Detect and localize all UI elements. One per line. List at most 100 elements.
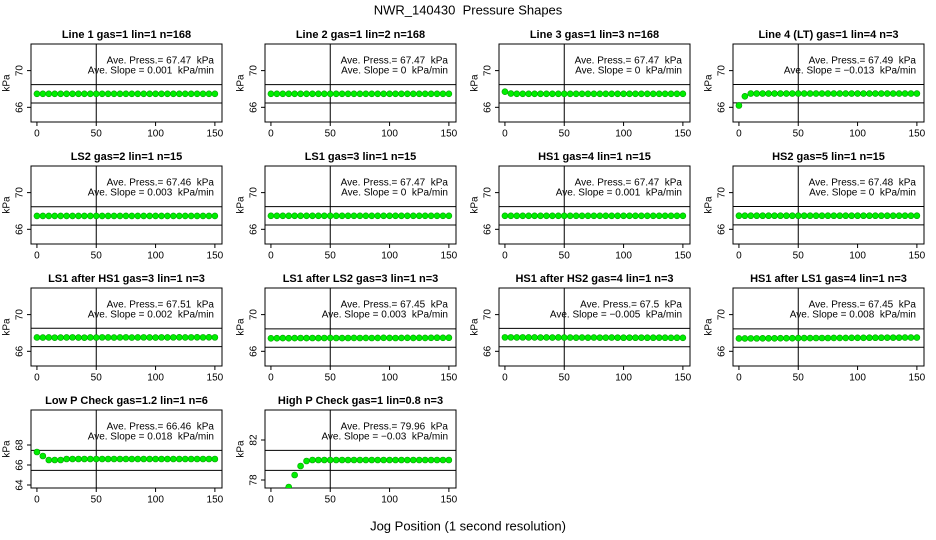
x-tick-label: 50 [793,129,805,140]
point [777,334,784,342]
point [735,102,743,109]
point [614,212,621,220]
point [590,90,598,98]
x-tick-label: 100 [615,129,632,140]
point [812,90,820,97]
point [193,455,201,463]
y-tick-label: 66 [15,345,26,357]
x-tick-label: 0 [736,251,742,262]
point [649,212,657,220]
panel: Line 3 gas=1 lin=3 n=168 0 50 100 150 66 70kPa… [470,29,692,140]
point [501,334,509,341]
point [152,212,159,220]
point [777,212,784,220]
point [661,334,669,342]
point [643,334,651,342]
point [907,212,915,220]
points [735,212,921,220]
point [39,212,47,220]
point [602,90,610,98]
point [812,334,820,342]
point [128,212,136,220]
point [356,212,364,220]
point [140,334,148,341]
point [765,212,772,220]
panel: HS1 after HS2 gas=4 lin=1 n=3 0 50 100 150 66… [470,273,692,384]
point [643,212,651,220]
point [889,90,897,97]
point [69,90,76,98]
point [134,212,142,220]
point [45,212,53,220]
point [81,455,88,463]
x-tick-label: 100 [381,251,398,262]
point [104,334,112,341]
point [860,90,867,97]
point [572,212,580,220]
point [398,212,405,220]
point [409,456,417,464]
point [332,212,340,220]
point [181,90,189,98]
y-tick-label: 66 [717,101,728,113]
point [205,212,213,220]
points [735,90,921,109]
point [164,455,171,463]
point [638,90,645,98]
points [285,456,453,488]
point [350,456,358,464]
point [860,212,867,220]
x-tick-label: 100 [381,129,398,140]
point [560,334,568,341]
x-tick-label: 100 [147,495,164,506]
x-axis-label: Jog Position (1 second resolution) [370,518,566,533]
point [193,90,201,98]
point [267,212,275,220]
point [170,212,177,220]
point [620,212,627,220]
x-tick-label: 150 [675,129,692,140]
point [45,456,53,464]
x-tick-label: 150 [441,495,458,506]
panel: LS1 after LS2 gas=3 lin=1 n=3 0 50 100 150 66… [236,273,458,384]
point [279,212,287,220]
points [33,212,219,220]
point [398,90,405,98]
y-axis-label: kPa [236,196,247,214]
annotation: Ave. Slope = −0.013 kPa/min [784,66,916,77]
point [824,334,832,342]
point [661,90,669,98]
point [679,212,687,220]
point [866,90,873,97]
point [92,334,100,341]
point [860,334,867,342]
point [513,212,521,220]
point [439,90,447,98]
point [872,212,879,220]
annotation: Ave. Slope = 0 kPa/min [809,188,916,199]
panel-title: HS2 gas=5 lin=1 n=15 [772,151,885,163]
panel: Line 1 gas=1 lin=1 n=168 0 50 100 150 66 70kPa… [2,29,224,140]
annotation: Ave. Slope = 0.001 kPa/min [88,66,214,77]
point [140,455,148,463]
point [87,90,94,98]
plot-frame [732,165,925,245]
annotation: Ave. Slope = −0.005 kPa/min [550,310,682,321]
point [560,212,568,220]
point [45,334,53,341]
y-axis-label: kPa [236,74,247,92]
x-tick-label: 150 [441,251,458,262]
point [445,212,453,220]
x-tick-label: 150 [675,251,692,262]
annotation: Ave. Press.= 67.47 kPa [575,56,683,67]
point [205,90,213,98]
point [649,90,657,98]
point [543,212,550,220]
panel-title: LS1 after LS2 gas=3 lin=1 n=3 [283,273,439,285]
point [854,334,861,342]
panel: HS1 after LS1 gas=4 lin=1 n=3 0 50 100 150 66… [704,273,926,384]
x-tick-label: 150 [441,129,458,140]
x-tick-label: 150 [675,373,692,384]
point [427,456,435,464]
